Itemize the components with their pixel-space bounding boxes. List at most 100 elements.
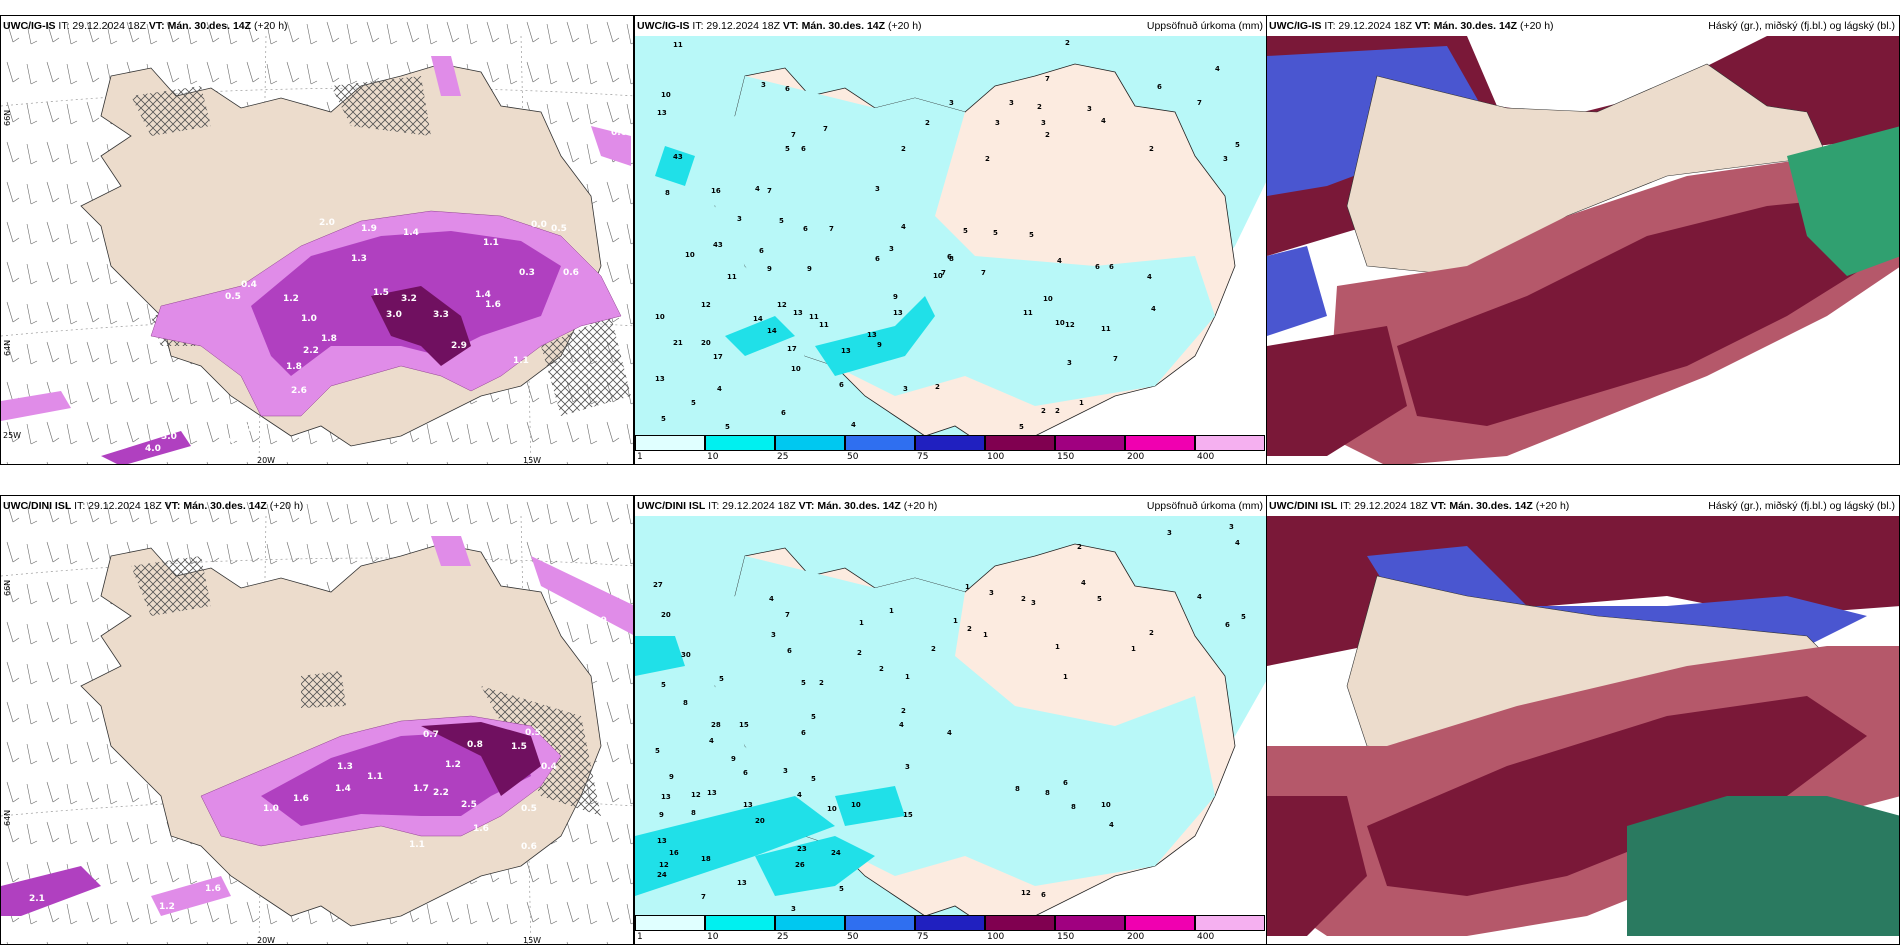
- map-value-label: 4: [947, 729, 952, 737]
- map-value-label: 8: [691, 809, 696, 817]
- map-value-label: 2: [925, 119, 930, 127]
- panel-header: UWC/IG-IS IT: 29.12.2024 18Z VT: Mán. 30…: [1269, 20, 1554, 32]
- legend-label: 100: [987, 452, 1005, 462]
- map-value-label: 15: [739, 721, 749, 729]
- map-value-label: 0.6: [563, 268, 579, 278]
- map-value-label: 1: [905, 673, 910, 681]
- map-value-label: 13: [867, 331, 877, 339]
- accum-area-mid: [635, 636, 685, 676]
- map-value-label: 1.6: [485, 300, 501, 310]
- map-value-label: 20: [755, 817, 765, 825]
- map-value-label: 3: [1223, 155, 1228, 163]
- lat-label-64n: 64N: [3, 809, 12, 826]
- map-value-label: 5: [719, 675, 724, 683]
- map-value-label: 2.6: [291, 386, 307, 396]
- panel-header: UWC/IG-IS IT: 29.12.2024 18Z VT: Mán. 30…: [3, 20, 288, 32]
- accum-area-mid: [835, 786, 905, 826]
- lon-label-25w: 25W: [3, 431, 22, 440]
- cloud-high-area: [1267, 326, 1407, 456]
- cloud-high-dark-area: [1367, 696, 1867, 896]
- legend-swatch: [705, 915, 775, 931]
- map-value-label: 5: [801, 679, 806, 687]
- map-value-label: 13: [707, 789, 717, 797]
- map-value-label: 2: [857, 649, 862, 657]
- map-value-label: 1.0: [301, 314, 317, 324]
- map-value-label: 3.2: [401, 294, 417, 304]
- map-value-label: 3: [1167, 529, 1172, 537]
- map-value-label: 7: [829, 225, 834, 233]
- map-value-label: 10: [1043, 295, 1053, 303]
- legend-label: 1: [637, 452, 643, 462]
- map-value-label: 6: [875, 255, 880, 263]
- map-value-label: 12: [1065, 321, 1075, 329]
- map-value-label: 1.2: [159, 902, 175, 912]
- map-value-label: 18: [701, 855, 711, 863]
- cloud-high-dark-area: [1397, 196, 1867, 426]
- map-value-label: 4: [1057, 257, 1062, 265]
- panel-header: UWC/DINI ISL IT: 29.12.2024 18Z VT: Mán.…: [3, 500, 304, 512]
- map-value-label: 3: [989, 589, 994, 597]
- map-value-label: 2: [1149, 145, 1154, 153]
- map-value-label: 21: [673, 339, 683, 347]
- precip-values: 0.7 0.8 1.5 0.5 1.2 1.3 1.1 1.4 1.6 1.7 2.2 2.5 1.0 0…: [29, 616, 607, 912]
- map-value-label: 23: [797, 845, 807, 853]
- map-value-label: 2: [931, 645, 936, 653]
- map-value-label: 3: [995, 119, 1000, 127]
- map-value-label: 1.5: [373, 288, 389, 298]
- panel-field-title: Háský (gr.), miðský (fj.bl.) og lágský (…: [1708, 500, 1895, 512]
- map-value-label: 13: [657, 837, 667, 845]
- map-value-label: 16: [669, 849, 679, 857]
- map-value-label: 2: [1021, 595, 1026, 603]
- map-value-label: 0.7: [237, 424, 253, 434]
- legend-swatch: [915, 915, 985, 931]
- accum-area-mid: [755, 836, 875, 896]
- map-value-label: 24: [657, 871, 667, 879]
- legend-swatch: [1195, 915, 1265, 931]
- map-value-label: 3.0: [161, 432, 177, 442]
- map-value-label: 6: [781, 409, 786, 417]
- map-value-label: 1.5: [511, 742, 527, 752]
- map-value-label: 5: [779, 217, 784, 225]
- map-value-label: 11: [727, 273, 737, 281]
- map-value-label: 0.4: [541, 762, 557, 772]
- lon-label-20w: 20W: [257, 456, 276, 465]
- precip-patch: [151, 876, 231, 916]
- legend-label: 50: [847, 452, 859, 462]
- accum-area-mid: [725, 316, 795, 356]
- map-value-label: 2: [967, 625, 972, 633]
- map-value-label: 3: [1087, 105, 1092, 113]
- map-value-label: 0.6: [611, 128, 627, 138]
- map-value-label: 1.3: [351, 254, 367, 264]
- map-value-label: 1: [1063, 673, 1068, 681]
- map-value-label: 11: [809, 313, 819, 321]
- map-value-label: 2: [1037, 103, 1042, 111]
- precip-patch: [531, 556, 633, 635]
- map-value-label: 13: [737, 879, 747, 887]
- map-value-label: 7: [767, 187, 772, 195]
- panel-field-title: Háský (gr.), miðský (fj.bl.) og lágský (…: [1708, 20, 1895, 32]
- map-value-label: 6: [1225, 621, 1230, 629]
- map-value-label: 27: [653, 581, 663, 589]
- map-value-label: 43: [673, 153, 683, 161]
- map-value-label: 0.8: [467, 740, 483, 750]
- panel-header: UWC/IG-IS IT: 29.12.2024 18Z VT: Mán. 30…: [637, 20, 922, 32]
- map-value-label: 9: [731, 755, 736, 763]
- map-value-label: 10: [933, 272, 943, 280]
- map-value-label: 1.1: [513, 356, 529, 366]
- cloud-low-area: [1627, 796, 1899, 936]
- legend-swatch: [775, 435, 845, 451]
- map-value-label: 0.5: [225, 292, 241, 302]
- map-value-label: 1: [953, 617, 958, 625]
- map-value-label: 1.6: [293, 794, 309, 804]
- map-value-label: 3: [1067, 359, 1072, 367]
- map-value-label: 1: [1079, 399, 1084, 407]
- map-value-label: 10: [1055, 319, 1065, 327]
- map-value-label: 5: [1029, 231, 1034, 239]
- map-value-label: 9: [669, 773, 674, 781]
- map-value-label: 6: [759, 247, 764, 255]
- map-value-label: 12: [777, 301, 787, 309]
- map-value-label: 26: [795, 861, 805, 869]
- panel-header: UWC/DINI ISL IT: 29.12.2024 18Z VT: Mán.…: [1269, 500, 1570, 512]
- map-value-label: 3.0: [386, 310, 402, 320]
- map-value-label: 0.7: [117, 896, 133, 906]
